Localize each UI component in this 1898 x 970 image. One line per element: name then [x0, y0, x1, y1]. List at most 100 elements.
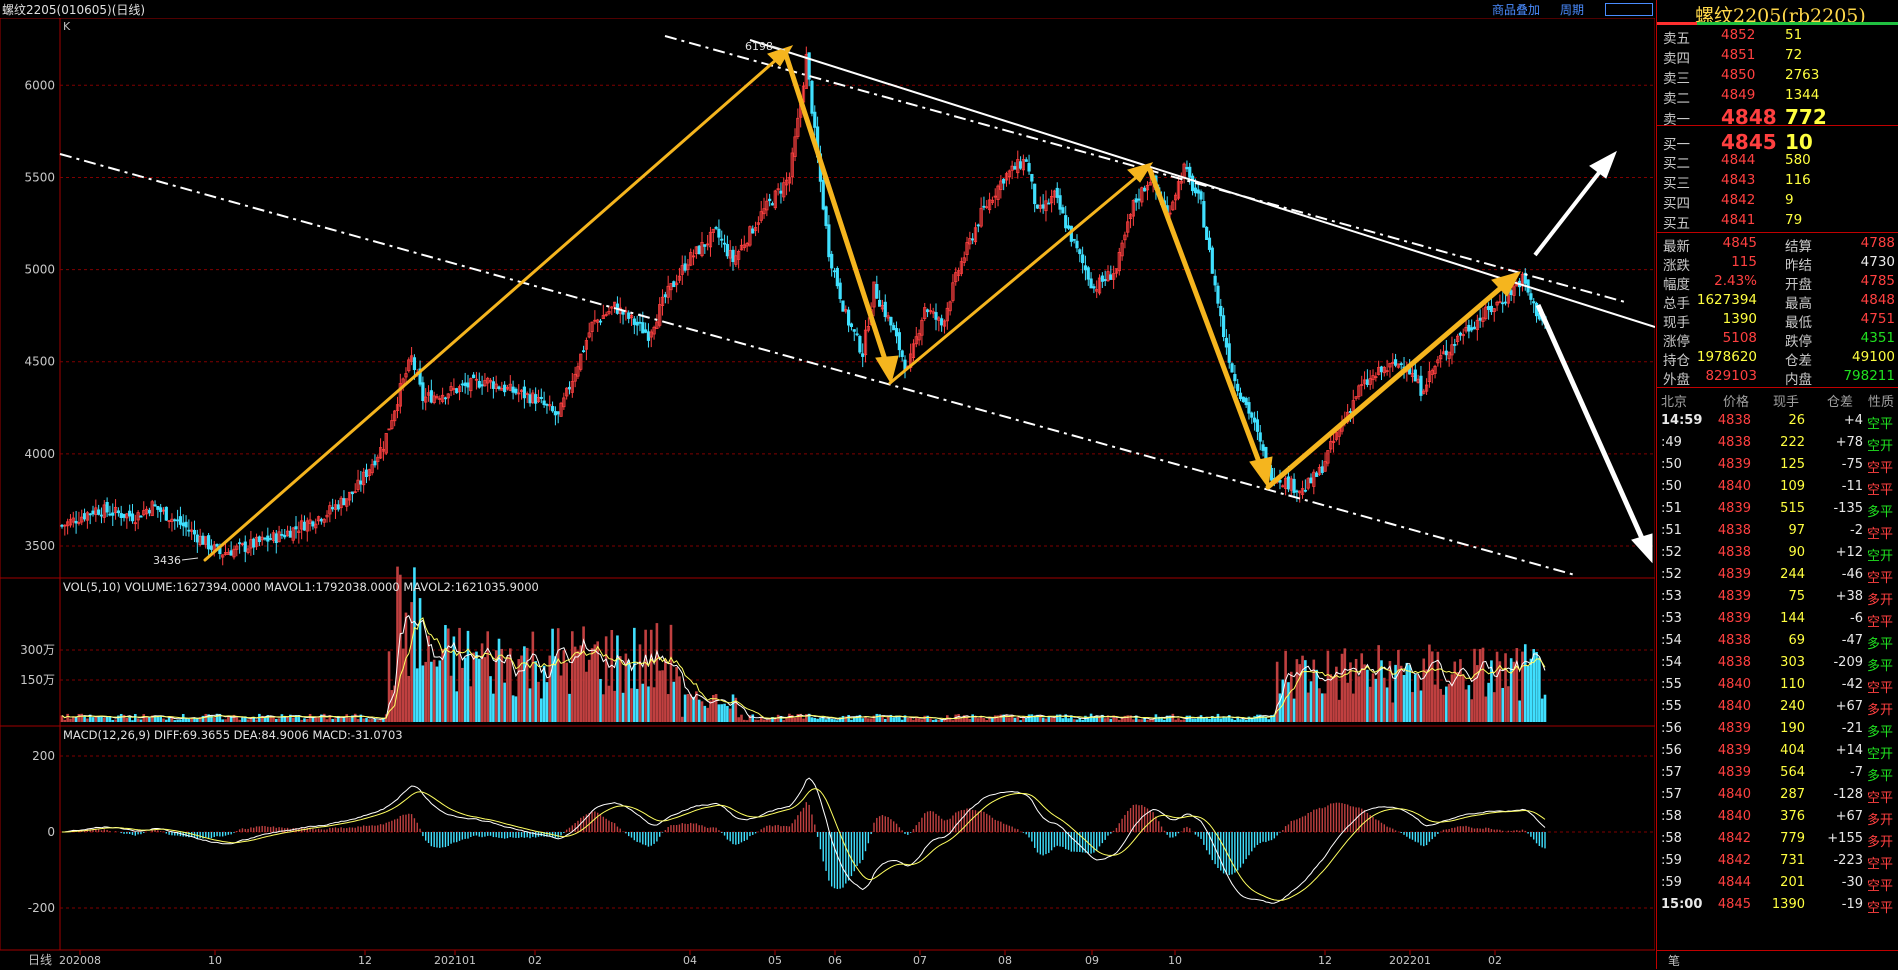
- candle-body: [159, 507, 163, 513]
- candle-body: [173, 519, 177, 522]
- volume-bar: [926, 715, 929, 722]
- candle-body: [1230, 363, 1234, 373]
- candle-body: [122, 513, 126, 518]
- candle-body: [627, 312, 631, 319]
- candle-body: [204, 536, 208, 545]
- candle-body: [1475, 319, 1479, 331]
- candle-body: [1422, 390, 1426, 394]
- volume-bar: [830, 718, 833, 722]
- x-tick-label: 05: [768, 954, 782, 967]
- trade-list[interactable]: 14:59 4838 26 +4 空平:49 4838 222 +78 空开:50 4839 125…: [1657, 410, 1898, 916]
- volume-bar: [196, 717, 199, 722]
- candle-body: [714, 227, 718, 229]
- candle-body: [677, 275, 682, 281]
- volume-bar: [523, 646, 526, 722]
- volume-bar: [1086, 716, 1090, 722]
- volume-bar: [1103, 718, 1107, 722]
- volume-bar: [224, 719, 227, 722]
- volume-bar: [985, 720, 989, 722]
- candle-body: [1315, 472, 1319, 477]
- candle-body: [1503, 301, 1508, 304]
- candle-body: [1470, 327, 1474, 331]
- volume-bar: [117, 715, 120, 722]
- candle-body: [886, 315, 890, 319]
- candle-body: [1453, 344, 1457, 346]
- volume-bar: [1024, 717, 1028, 722]
- volume-bar: [415, 668, 419, 722]
- candle-body: [646, 331, 651, 341]
- volume-bar: [1439, 688, 1442, 722]
- candle-body: [316, 516, 321, 522]
- period-tab[interactable]: 日线: [28, 953, 52, 967]
- volume-bar: [692, 696, 695, 722]
- layout-icons[interactable]: [1605, 3, 1653, 16]
- volume-bar: [852, 716, 856, 722]
- stat-row: 涨跌 115 昨结 4730: [1663, 254, 1895, 274]
- volume-bar: [430, 661, 433, 722]
- volume-bar: [1199, 715, 1203, 722]
- candle-body: [1210, 247, 1214, 274]
- volume-bar: [602, 694, 605, 722]
- candle-body: [742, 244, 746, 249]
- candle-body: [892, 325, 896, 331]
- volume-bar: [1247, 716, 1251, 722]
- candle-body: [238, 542, 242, 545]
- volume-bar: [97, 716, 100, 722]
- candle-body: [601, 315, 605, 319]
- volume-bar: [418, 598, 422, 722]
- volume-bar: [711, 695, 715, 722]
- volume-bar: [494, 650, 498, 722]
- volume-bar: [179, 719, 182, 722]
- volume-bar: [545, 682, 549, 722]
- candle-body: [917, 333, 921, 341]
- volume-bar: [683, 694, 687, 722]
- volume-bar: [362, 718, 365, 722]
- candle-body: [1097, 277, 1102, 294]
- volume-bar: [1301, 655, 1304, 722]
- candle-body: [1419, 375, 1423, 396]
- kline-chart[interactable]: 6000 5500 5000 4500 4000 3500 300万 150万 200 0 -200…: [0, 0, 1655, 969]
- candle-body: [965, 242, 969, 255]
- period-button[interactable]: 周期: [1560, 3, 1585, 17]
- trade-row: :52 4838 90 +12 空开: [1661, 545, 1894, 564]
- volume-bar: [514, 696, 518, 722]
- overlay-button[interactable]: 商品叠加: [1492, 3, 1541, 17]
- volume-bar: [232, 714, 236, 722]
- volume-bar: [159, 715, 162, 722]
- volume-bar: [283, 716, 287, 722]
- volume-bar: [83, 716, 86, 722]
- candle-body: [1357, 385, 1361, 397]
- volume-bar: [286, 716, 289, 722]
- candle-body: [254, 536, 259, 547]
- volume-bar: [1501, 687, 1505, 722]
- candle-body: [1447, 351, 1451, 359]
- candle-body: [215, 543, 219, 547]
- candle-body: [249, 539, 253, 549]
- volume-bar: [63, 719, 67, 722]
- volume-bar: [977, 718, 980, 722]
- candle-body: [280, 533, 284, 536]
- candle-body: [463, 382, 467, 387]
- candle-body: [979, 207, 983, 227]
- bottom-tab[interactable]: 笔: [1656, 950, 1898, 970]
- ask-row: 卖二 4849 1344: [1663, 87, 1820, 107]
- candle-body: [613, 301, 617, 307]
- wave-arrow-down-1: [782, 49, 893, 378]
- volume-bar: [134, 714, 137, 722]
- candle-body: [1033, 183, 1037, 205]
- volume-bar: [162, 718, 165, 722]
- candle-body: [1075, 240, 1079, 249]
- volume-bar: [1366, 669, 1369, 722]
- volume-bar: [841, 715, 845, 722]
- candle-body: [243, 541, 247, 552]
- forecast-arrow-down: [1535, 303, 1648, 547]
- volume-bar: [480, 643, 484, 722]
- volume-bar: [562, 650, 566, 722]
- candle-body: [1055, 187, 1059, 198]
- candle-body: [703, 244, 707, 247]
- volume-bar: [554, 656, 557, 722]
- candle-body: [1148, 182, 1152, 186]
- volume-bar: [982, 718, 986, 722]
- candle-body: [996, 185, 1000, 201]
- candle-body: [328, 505, 332, 515]
